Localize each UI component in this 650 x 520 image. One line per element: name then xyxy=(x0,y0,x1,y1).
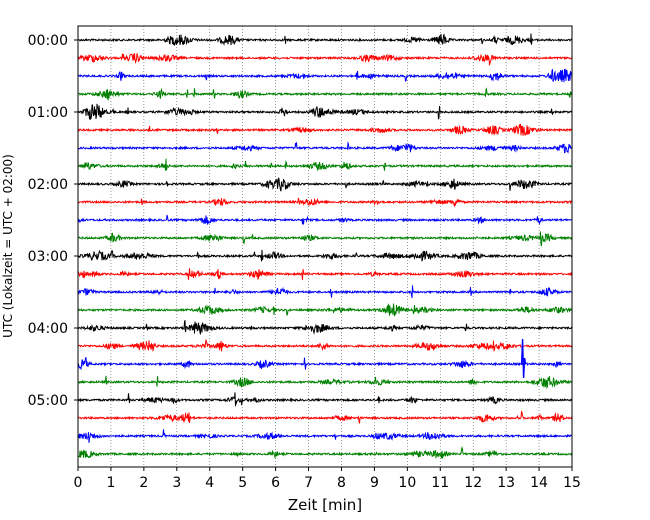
x-tick-label: 12 xyxy=(464,475,482,491)
seismic-trace xyxy=(77,158,573,172)
x-axis-label: Zeit [min] xyxy=(288,496,362,514)
seismic-trace xyxy=(77,303,573,317)
y-axis-label: UTC (Lokalzeit = UTC + 02:00) xyxy=(1,154,15,338)
y-axis-ticks: 00:00 01:00 02:00 03:00 04:00 05:00 xyxy=(28,33,78,409)
y-tick-label: 00:00 xyxy=(28,33,68,49)
x-tick-label: 9 xyxy=(370,475,379,491)
seismic-trace xyxy=(77,69,573,83)
y-tick-label: 01:00 xyxy=(28,105,68,121)
x-tick-label: 3 xyxy=(172,475,181,491)
x-tick-label: 13 xyxy=(497,475,515,491)
y-tick-label: 02:00 xyxy=(28,177,68,193)
seismic-trace xyxy=(77,231,573,247)
seismic-trace xyxy=(77,177,573,192)
y-tick-label: 03:00 xyxy=(28,249,68,265)
x-tick-label: 2 xyxy=(139,475,148,491)
x-axis-ticks: 0 1 2 3 4 5 6 7 8 9 10 11 12 13 14 15 xyxy=(74,467,581,491)
seismic-trace xyxy=(77,357,573,371)
seismic-trace xyxy=(77,141,573,154)
seismic-trace xyxy=(77,285,573,299)
x-tick-label: 1 xyxy=(106,475,115,491)
x-tick-label: 10 xyxy=(398,475,416,491)
seismic-trace xyxy=(77,445,573,460)
seismic-trace xyxy=(77,320,573,336)
seismic-trace xyxy=(77,375,573,390)
y-tick-label: 04:00 xyxy=(28,321,68,337)
x-tick-label: 6 xyxy=(271,475,280,491)
seismic-event-spike xyxy=(520,338,527,379)
plot-frame xyxy=(77,25,573,468)
x-tick-label: 11 xyxy=(431,475,449,491)
traces xyxy=(77,33,573,460)
seismic-trace xyxy=(77,197,573,208)
seismic-trace xyxy=(77,33,573,47)
seismic-trace xyxy=(77,87,573,101)
seismic-trace xyxy=(77,268,573,281)
seismic-trace xyxy=(77,392,573,407)
seismic-trace xyxy=(77,339,573,353)
seismic-trace xyxy=(77,214,573,226)
y-tick-label: 05:00 xyxy=(28,393,68,409)
seismic-trace xyxy=(77,53,573,66)
x-tick-label: 4 xyxy=(205,475,214,491)
x-tick-label: 0 xyxy=(74,475,83,491)
seismic-trace xyxy=(77,103,573,120)
seismic-trace xyxy=(77,123,573,136)
x-tick-label: 8 xyxy=(337,475,346,491)
x-tick-label: 15 xyxy=(563,475,581,491)
x-tick-label: 5 xyxy=(238,475,247,491)
seismic-trace xyxy=(77,410,573,424)
x-tick-label: 14 xyxy=(530,475,548,491)
x-tick-label: 7 xyxy=(304,475,313,491)
seismic-trace xyxy=(77,249,573,262)
seismic-trace xyxy=(77,429,573,443)
